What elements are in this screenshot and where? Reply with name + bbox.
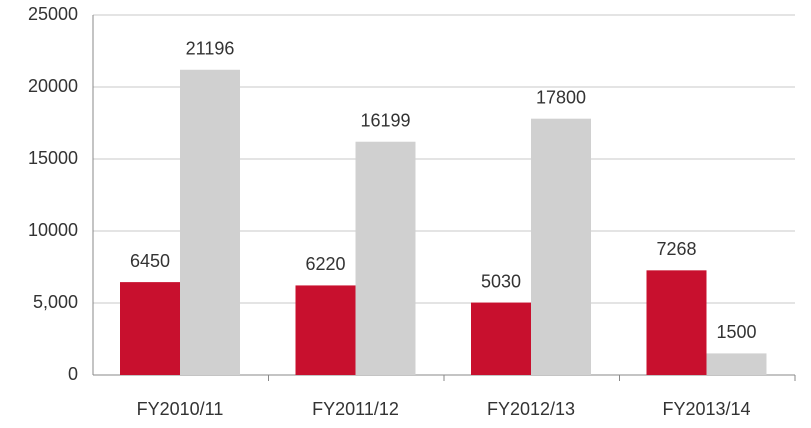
x-tick-label: FY2012/13: [487, 399, 575, 419]
data-label: 7268: [656, 239, 696, 259]
y-tick-label: 10000: [28, 220, 78, 240]
bar: [355, 141, 416, 375]
data-label: 1500: [716, 322, 756, 342]
bar: [120, 282, 180, 375]
y-tick-label: 0: [68, 364, 78, 384]
x-tick-label: FY2011/12: [312, 399, 399, 419]
data-label: 16199: [360, 110, 410, 130]
data-label: 21196: [186, 39, 235, 59]
y-tick-label: 5,000: [33, 292, 78, 312]
y-tick-label: 15000: [28, 148, 78, 168]
x-tick-label: FY2013/14: [662, 399, 750, 419]
y-tick-label: 25000: [28, 4, 78, 24]
bar: [706, 353, 767, 375]
data-label: 6220: [305, 254, 345, 274]
y-tick-label: 20000: [28, 76, 78, 96]
bar: [180, 69, 240, 376]
data-label: 5030: [481, 271, 521, 291]
x-tick-label: FY2010/11: [137, 399, 224, 419]
bar: [646, 270, 707, 375]
data-label: 6450: [130, 251, 170, 271]
bar: [531, 118, 591, 376]
data-label: 17800: [536, 87, 586, 107]
bar: [471, 302, 531, 375]
bar: [295, 285, 356, 375]
